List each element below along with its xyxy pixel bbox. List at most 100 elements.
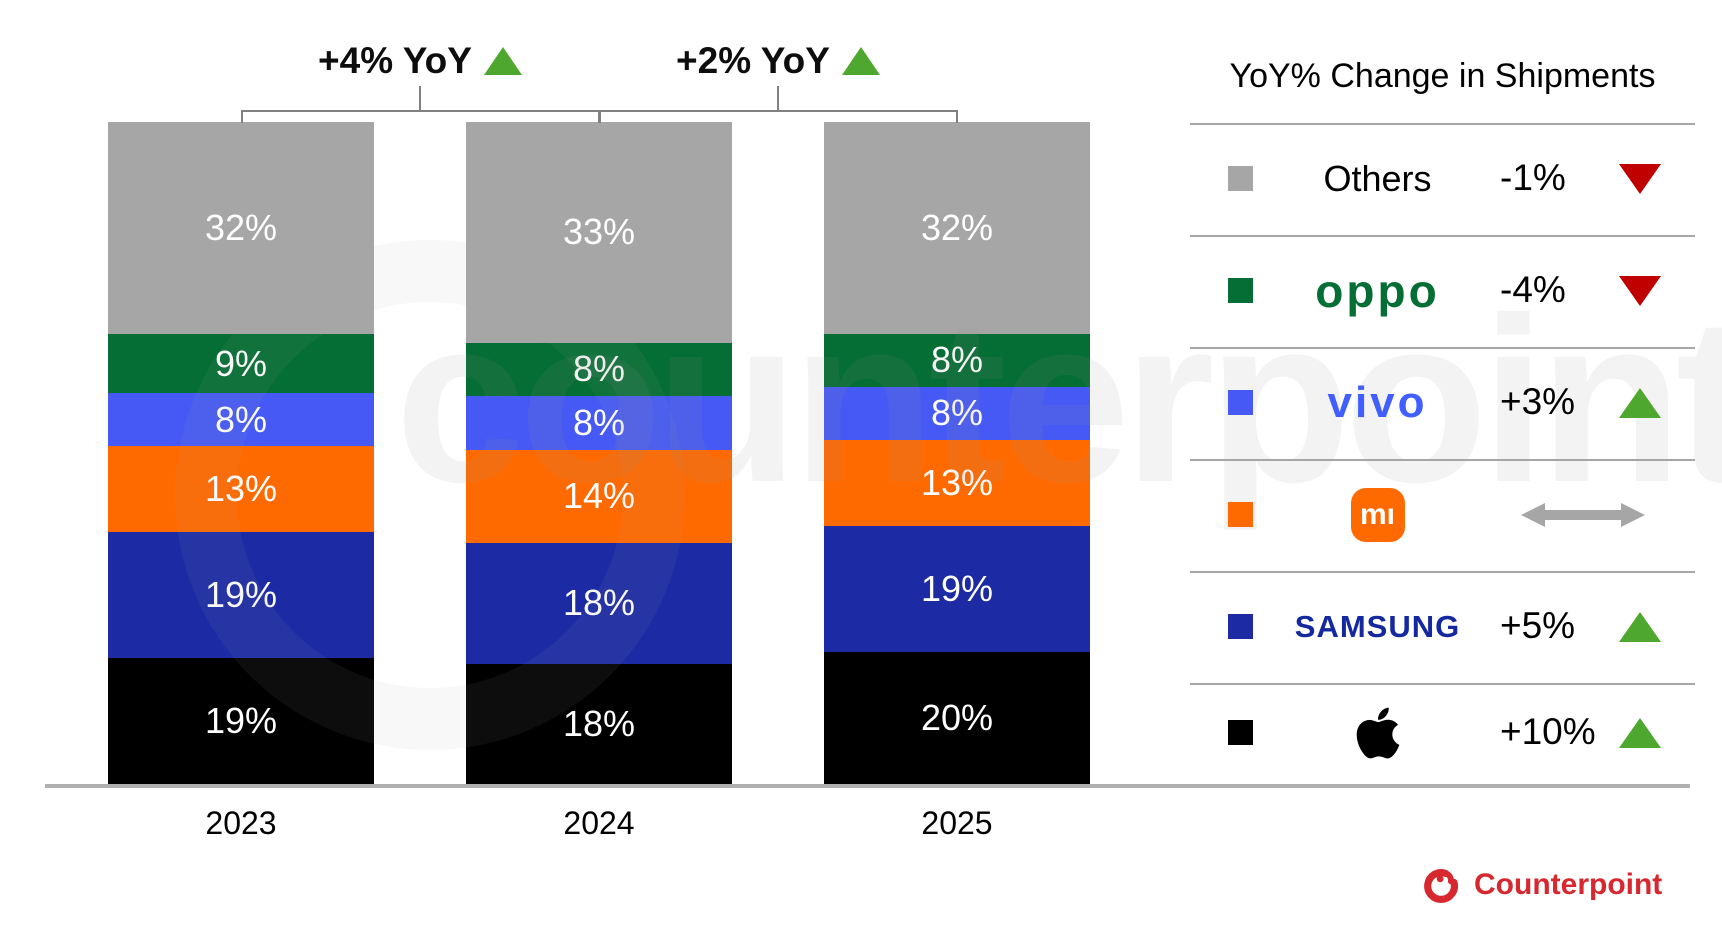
oppo-logo-text: oppo — [1315, 265, 1440, 317]
down-triangle-icon — [1619, 164, 1661, 194]
double-arrow-icon — [1521, 503, 1645, 527]
legend-divider-5 — [1190, 683, 1695, 685]
legend-up-arrow-apple — [1619, 718, 1661, 748]
bar-2025-value-oppo: 8% — [930, 339, 984, 381]
bracket-tick-left-1 — [599, 110, 601, 123]
legend-title: YoY% Change in Shipments — [1229, 57, 1656, 95]
legend-divider-3 — [1190, 459, 1695, 461]
legend-divider-1 — [1190, 235, 1695, 237]
apple-logo-icon — [1356, 707, 1399, 759]
legend-change-apple: +10% — [1500, 711, 1596, 752]
legend-flat-arrow-xiaomi — [1518, 500, 1648, 535]
bar-2023-value-samsung: 19% — [204, 574, 278, 616]
bracket-line-1 — [599, 110, 957, 112]
bar-2025-value-vivo: 8% — [930, 392, 984, 434]
bracket-stem-1 — [777, 86, 779, 110]
bar-2023-segment-others: 32% — [108, 122, 374, 334]
bar-2023-value-oppo: 9% — [214, 342, 268, 384]
legend-brand-samsung: SAMSUNG — [1255, 587, 1500, 667]
bar-2024-segment-vivo: 8% — [466, 396, 732, 450]
bracket-stem-0 — [419, 86, 421, 110]
legend-divider-4 — [1190, 571, 1695, 573]
legend-brand-vivo: vivo — [1255, 363, 1500, 443]
bar-2023-segment-oppo: 9% — [108, 333, 374, 394]
legend-swatch-oppo — [1228, 278, 1253, 303]
bar-2023-value-others: 32% — [204, 206, 278, 248]
yoy-annotation-up-triangle-1 — [841, 47, 880, 75]
x-axis-label-2024: 2024 — [563, 805, 635, 841]
bar-2025-segment-xiaomi: 13% — [824, 439, 1090, 526]
legend-up-arrow-vivo — [1619, 388, 1661, 418]
others-logo-text: Others — [1323, 158, 1432, 199]
up-triangle-icon — [1619, 718, 1661, 748]
bar-2023-value-vivo: 8% — [214, 398, 268, 440]
legend-up-arrow-samsung — [1619, 612, 1661, 642]
bar-2025-value-apple: 20% — [920, 696, 994, 738]
bar-2025-segment-others: 32% — [824, 122, 1090, 334]
x-axis-label-2023: 2023 — [205, 805, 277, 841]
yoy-annotation-1: +2% YoY — [608, 40, 948, 82]
down-triangle-icon — [1619, 276, 1661, 306]
bar-2024-segment-samsung: 18% — [466, 543, 732, 664]
x-axis-label-2025: 2025 — [921, 805, 993, 841]
vivo-logo-text: vivo — [1327, 378, 1428, 427]
legend-brand-oppo: oppo — [1255, 251, 1500, 331]
bar-2024-value-xiaomi: 14% — [562, 475, 636, 517]
legend-divider-2 — [1190, 347, 1695, 349]
bar-2024-value-oppo: 8% — [572, 348, 626, 390]
bar-2024-value-others: 33% — [562, 211, 636, 253]
legend-swatch-apple — [1228, 720, 1253, 745]
bar-2024-segment-xiaomi: 14% — [466, 449, 732, 544]
legend-divider-0 — [1190, 123, 1695, 125]
bar-2023-segment-apple: 19% — [108, 658, 374, 784]
up-triangle-icon — [1619, 612, 1661, 642]
counterpoint-logo-text: Counterpoint — [1474, 868, 1663, 901]
bar-2025-segment-samsung: 19% — [824, 525, 1090, 652]
bar-2025-value-xiaomi: 13% — [920, 461, 994, 503]
yoy-annotation-0: +4% YoY — [250, 40, 590, 82]
legend-brand-others: Others — [1255, 139, 1500, 219]
legend-swatch-others — [1228, 166, 1253, 191]
bar-2023-segment-xiaomi: 13% — [108, 446, 374, 533]
bracket-tick-right-1 — [956, 110, 958, 123]
legend-swatch-samsung — [1228, 614, 1253, 639]
yoy-annotation-up-triangle-0 — [483, 47, 522, 75]
bar-2025-segment-oppo: 8% — [824, 333, 1090, 387]
bar-2024-segment-oppo: 8% — [466, 342, 732, 397]
legend-down-arrow-others — [1619, 164, 1661, 194]
bar-2025-value-others: 32% — [920, 206, 994, 248]
xiaomi-logo-text: mı — [1359, 498, 1395, 531]
x-axis-line — [45, 784, 1690, 788]
legend-change-vivo: +3% — [1500, 381, 1576, 422]
legend-brand-xiaomi: mı — [1255, 475, 1500, 555]
bar-2024-value-samsung: 18% — [562, 582, 636, 624]
bar-2025-segment-apple: 20% — [824, 651, 1090, 784]
legend-swatch-vivo — [1228, 390, 1253, 415]
xiaomi-logo-icon: mı — [1350, 488, 1405, 542]
legend-brand-apple — [1255, 693, 1500, 773]
up-triangle-icon — [1619, 388, 1661, 418]
bar-2023-segment-vivo: 8% — [108, 393, 374, 447]
legend-change-samsung: +5% — [1500, 605, 1576, 646]
legend-change-others: -1% — [1500, 157, 1566, 198]
bar-2023-segment-samsung: 19% — [108, 532, 374, 659]
bar-2024-segment-apple: 18% — [466, 663, 732, 784]
bar-2023-value-xiaomi: 13% — [204, 468, 278, 510]
bar-2024-value-apple: 18% — [562, 702, 636, 744]
legend-change-oppo: -4% — [1500, 269, 1566, 310]
legend-swatch-xiaomi — [1228, 502, 1253, 527]
bracket-line-0 — [241, 110, 599, 112]
counterpoint-logo-icon — [1424, 869, 1458, 903]
yoy-annotation-text-1: +2% YoY — [676, 40, 830, 81]
bar-2024-segment-others: 33% — [466, 122, 732, 343]
bracket-tick-left-0 — [241, 110, 243, 123]
bar-2025-value-samsung: 19% — [920, 567, 994, 609]
bar-2024-value-vivo: 8% — [572, 401, 626, 443]
bar-2025-segment-vivo: 8% — [824, 386, 1090, 440]
yoy-annotation-text-0: +4% YoY — [318, 40, 472, 81]
counterpoint-logo: Counterpoint — [1422, 864, 1662, 906]
legend-down-arrow-oppo — [1619, 276, 1661, 306]
samsung-logo-text: SAMSUNG — [1294, 609, 1461, 644]
bar-2023-value-apple: 19% — [204, 700, 278, 742]
